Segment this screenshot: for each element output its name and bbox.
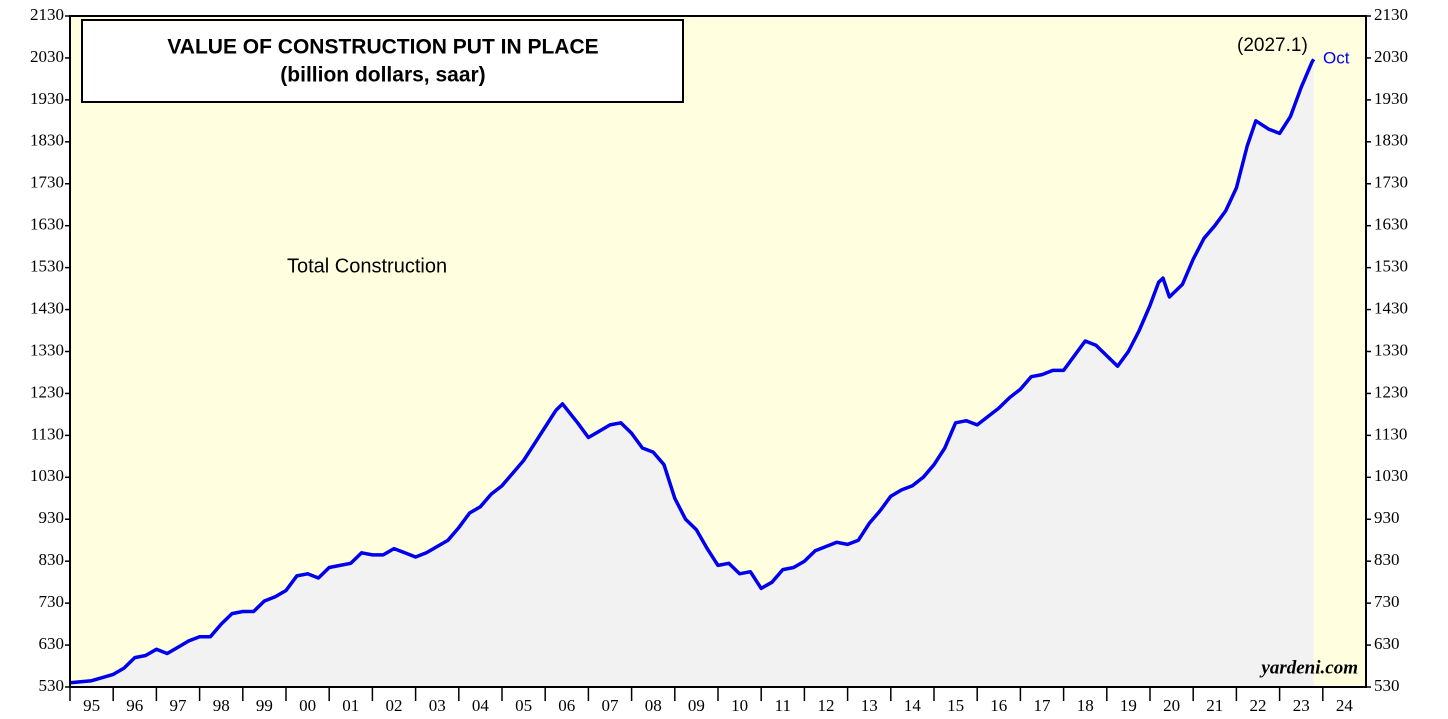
- y-tick-label-right: 1730: [1374, 173, 1408, 192]
- x-tick-label: 01: [342, 696, 359, 715]
- x-tick-label: 13: [861, 696, 878, 715]
- y-tick-label-right: 1530: [1374, 257, 1408, 276]
- x-tick-label: 02: [386, 696, 403, 715]
- y-tick-label-right: 2030: [1374, 47, 1408, 66]
- x-tick-label: 21: [1206, 696, 1223, 715]
- x-tick-label: 03: [429, 696, 446, 715]
- y-tick-label-right: 1030: [1374, 466, 1408, 485]
- y-tick-label-right: 2130: [1374, 5, 1408, 24]
- x-tick-label: 98: [213, 696, 230, 715]
- x-tick-label: 14: [904, 696, 922, 715]
- last-value-label: (2027.1): [1237, 35, 1308, 56]
- title-box: [81, 19, 684, 103]
- y-tick-label: 1130: [31, 424, 64, 443]
- x-tick-label: 17: [1034, 696, 1052, 715]
- x-tick-label: 22: [1250, 696, 1267, 715]
- area: [70, 59, 1314, 687]
- y-tick-label: 1530: [30, 257, 64, 276]
- chart-subtitle: (billion dollars, saar): [280, 64, 485, 87]
- y-tick-label: 630: [39, 634, 65, 653]
- y-tick-label: 2030: [30, 47, 64, 66]
- x-tick-label: 96: [126, 696, 143, 715]
- y-tick-label: 930: [39, 508, 65, 527]
- x-tick-label: 07: [602, 696, 620, 715]
- y-tick-label: 1730: [30, 173, 64, 192]
- y-tick-label-right: 730: [1374, 592, 1400, 611]
- x-tick-label: 99: [256, 696, 273, 715]
- y-tick-label: 1630: [30, 215, 64, 234]
- x-tick-label: 10: [731, 696, 748, 715]
- y-tick-label-right: 1330: [1374, 340, 1408, 359]
- x-tick-label: 06: [558, 696, 575, 715]
- x-tick-label: 09: [688, 696, 705, 715]
- y-tick-label: 1030: [30, 466, 64, 485]
- x-tick-label: 05: [515, 696, 532, 715]
- x-tick-label: 23: [1293, 696, 1310, 715]
- line: [69, 58, 1316, 685]
- y-tick-label: 530: [39, 676, 65, 695]
- x-tick-label: 00: [299, 696, 316, 715]
- last-date-label: Oct: [1323, 48, 1350, 67]
- x-tick-label: 20: [1163, 696, 1180, 715]
- y-tick-label: 2130: [30, 5, 64, 24]
- y-tick-label-right: 530: [1374, 676, 1400, 695]
- x-tick-label: 97: [170, 696, 188, 715]
- y-tick-label: 730: [39, 592, 65, 611]
- x-tick-label: 15: [947, 696, 964, 715]
- y-tick-label: 1330: [30, 340, 64, 359]
- y-tick-label-right: 1930: [1374, 89, 1408, 108]
- x-tick-label: 24: [1336, 696, 1354, 715]
- y-tick-label-right: 830: [1374, 550, 1400, 569]
- x-tick-label: 04: [472, 696, 490, 715]
- y-tick-label: 1830: [30, 131, 64, 150]
- y-tick-label: 1230: [30, 382, 64, 401]
- chart-title: VALUE OF CONSTRUCTION PUT IN PLACE: [167, 36, 598, 59]
- x-tick-label: 16: [990, 696, 1007, 715]
- y-tick-label: 1430: [30, 298, 64, 317]
- y-tick-label-right: 1130: [1374, 424, 1407, 443]
- y-tick-label-right: 1230: [1374, 382, 1408, 401]
- series-label: Total Construction: [287, 255, 447, 277]
- marks: [69, 58, 1316, 687]
- x-tick-label: 12: [818, 696, 835, 715]
- y-tick-label: 830: [39, 550, 65, 569]
- x-tick-label: 19: [1120, 696, 1137, 715]
- x-tick-label: 11: [775, 696, 791, 715]
- y-tick-label-right: 1430: [1374, 298, 1408, 317]
- x-tick-label: 95: [83, 696, 100, 715]
- y-tick-label-right: 1830: [1374, 131, 1408, 150]
- y-tick-label-right: 630: [1374, 634, 1400, 653]
- x-tick-label: 08: [645, 696, 662, 715]
- y-tick-label: 1930: [30, 89, 64, 108]
- y-tick-label-right: 930: [1374, 508, 1400, 527]
- x-tick-label: 18: [1077, 696, 1094, 715]
- source: yardeni.com: [1259, 657, 1358, 678]
- y-tick-label-right: 1630: [1374, 215, 1408, 234]
